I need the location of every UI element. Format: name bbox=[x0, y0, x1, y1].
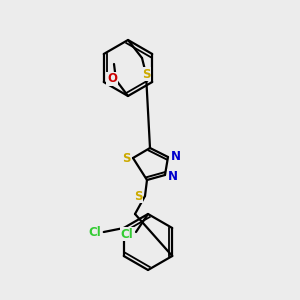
Text: Cl: Cl bbox=[88, 226, 101, 238]
Text: Cl: Cl bbox=[121, 227, 134, 241]
Text: N: N bbox=[168, 169, 178, 182]
Text: N: N bbox=[171, 149, 181, 163]
Text: O: O bbox=[107, 73, 117, 85]
Text: S: S bbox=[134, 190, 142, 202]
Text: S: S bbox=[142, 68, 150, 80]
Text: S: S bbox=[122, 152, 130, 164]
